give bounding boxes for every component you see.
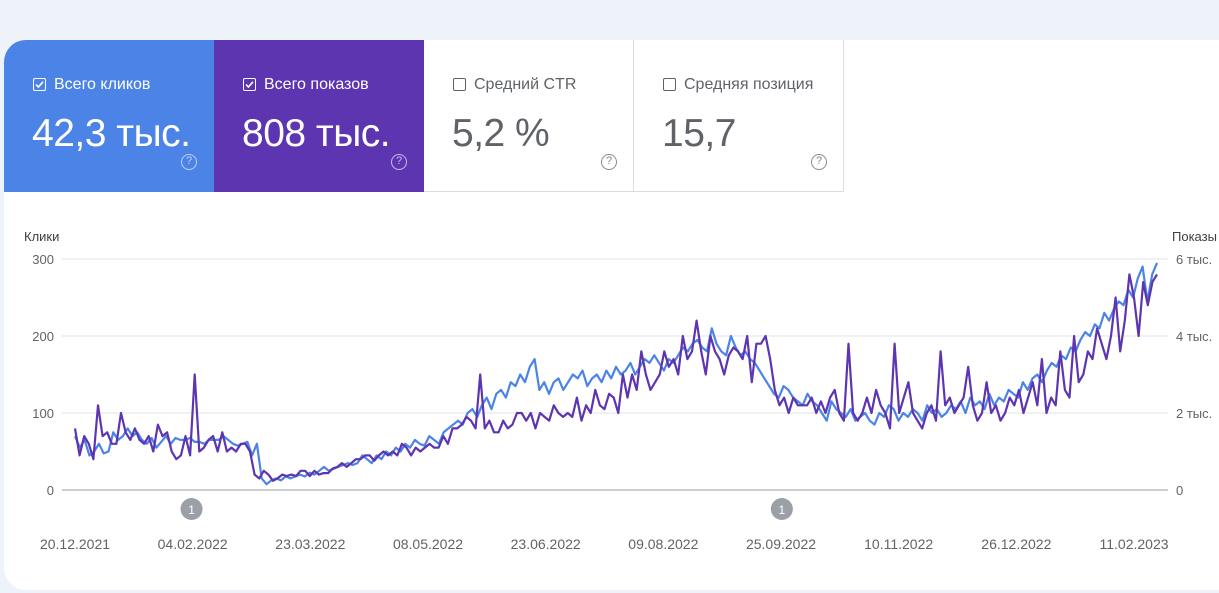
x-tick-label: 09.08.2022: [628, 536, 698, 552]
help-icon[interactable]: ?: [181, 154, 197, 170]
metric-total-clicks[interactable]: Всего кликов 42,3 тыс. ?: [4, 40, 214, 192]
metric-value: 15,7: [662, 112, 736, 155]
metric-label: Средний CTR: [474, 76, 577, 93]
metric-average-ctr[interactable]: Средний CTR 5,2 % ?: [424, 40, 634, 192]
x-tick-label: 23.03.2022: [275, 536, 345, 552]
x-tick-label: 10.11.2022: [864, 536, 933, 552]
checkbox-unchecked-icon[interactable]: [453, 78, 466, 91]
annotation-label: 1: [779, 503, 786, 517]
left-tick-label: 100: [32, 406, 54, 421]
metric-value: 42,3 тыс.: [32, 112, 191, 155]
left-axis-title: Клики: [24, 229, 59, 244]
x-tick-label: 20.12.2021: [40, 536, 110, 552]
left-tick-label: 300: [32, 252, 54, 267]
performance-card: Всего кликов 42,3 тыс. ? Всего показов 8…: [4, 40, 1219, 590]
metric-label: Средняя позиция: [684, 76, 814, 93]
series-line-clicks: [73, 273, 1158, 482]
help-icon[interactable]: ?: [391, 154, 407, 170]
right-axis-title: Показы: [1172, 229, 1217, 244]
right-tick-label: 0: [1176, 483, 1183, 498]
annotation-marker: [180, 498, 203, 520]
metric-value: 5,2 %: [452, 112, 550, 155]
help-icon[interactable]: ?: [811, 154, 827, 170]
left-tick-label: 200: [32, 329, 54, 344]
metric-total-impressions[interactable]: Всего показов 808 тыс. ?: [214, 40, 424, 192]
right-tick-label: 4 тыс.: [1176, 329, 1212, 344]
x-tick-label: 11.02.2023: [1099, 536, 1168, 552]
right-tick-label: 2 тыс.: [1176, 406, 1212, 421]
metric-average-position[interactable]: Средняя позиция 15,7 ?: [634, 40, 844, 192]
x-tick-label: 04.02.2022: [158, 536, 228, 552]
series-line-impressions: [73, 262, 1159, 486]
metric-value: 808 тыс.: [242, 112, 391, 155]
x-tick-label: 23.06.2022: [511, 536, 581, 552]
checkbox-checked-icon[interactable]: [243, 78, 256, 91]
x-tick-label: 08.05.2022: [393, 536, 463, 552]
right-tick-label: 6 тыс.: [1176, 252, 1212, 267]
metric-label: Всего кликов: [54, 76, 151, 93]
metric-tabs: Всего кликов 42,3 тыс. ? Всего показов 8…: [4, 40, 844, 192]
checkbox-checked-icon[interactable]: [33, 78, 46, 91]
annotation-marker: [770, 498, 793, 520]
x-tick-label: 26.12.2022: [981, 536, 1051, 552]
left-tick-label: 0: [47, 483, 54, 498]
checkbox-unchecked-icon[interactable]: [663, 78, 676, 91]
metric-label: Всего показов: [264, 76, 369, 93]
x-tick-label: 25.09.2022: [746, 536, 816, 552]
help-icon[interactable]: ?: [601, 154, 617, 170]
annotation-label: 1: [188, 503, 195, 517]
